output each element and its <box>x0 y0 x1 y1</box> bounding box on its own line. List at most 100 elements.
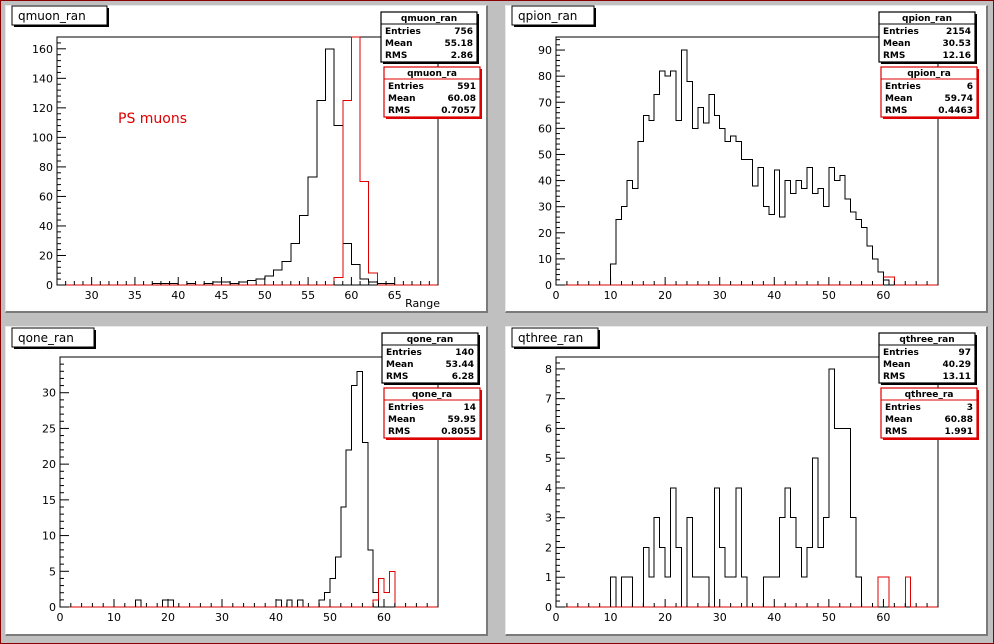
stats-label: Mean <box>386 360 414 370</box>
stats-label: Entries <box>883 348 919 358</box>
stats-frame <box>383 66 481 118</box>
histogram-title: qmuon_ran <box>18 9 86 23</box>
stats-label: RMS <box>386 372 408 382</box>
plot-frame <box>59 356 439 608</box>
stats-label: Mean <box>883 39 911 49</box>
y-tick-label: 8 <box>545 363 552 376</box>
stats-frame <box>381 332 479 384</box>
histogram-title-box <box>511 5 595 26</box>
stats-name: qpion_ra <box>907 69 951 79</box>
x-tick-label: 20 <box>161 611 175 624</box>
stats-value: 591 <box>457 82 476 92</box>
stats-value: 12.16 <box>943 51 971 61</box>
histogram-title-box <box>11 327 95 348</box>
stats-box-qthree_ra: qthree_ra Entries 3 Mean 60.88 RMS 1.991 <box>880 387 979 440</box>
stats-value: 60.08 <box>448 94 476 104</box>
y-tick-label: 100 <box>32 131 53 144</box>
stats-name: qthree_ra <box>905 390 954 400</box>
stats-frame <box>878 332 976 384</box>
y-tick-label: 80 <box>39 161 53 174</box>
stats-label: Entries <box>885 82 921 92</box>
x-tick-label: 0 <box>57 611 64 624</box>
stats-value: 53.44 <box>446 360 474 370</box>
y-tick-label: 50 <box>538 148 552 161</box>
x-tick-label: 60 <box>876 611 890 624</box>
stats-label: Mean <box>388 415 416 425</box>
stats-value: 6.28 <box>452 372 474 382</box>
stats-value: 6 <box>967 82 973 92</box>
series-qthree_ran <box>556 368 938 608</box>
histogram-title-box <box>11 5 108 26</box>
stats-label: Entries <box>388 82 424 92</box>
stats-value: 55.18 <box>445 39 473 49</box>
stats-value: 3 <box>967 403 973 413</box>
y-tick-label: 160 <box>32 43 53 56</box>
stats-label: RMS <box>385 51 407 61</box>
stats-name: qone_ra <box>412 390 452 400</box>
x-tick-label: 60 <box>377 611 391 624</box>
y-tick-label: 5 <box>49 565 56 578</box>
histogram-title-box <box>511 327 599 348</box>
stats-label: Mean <box>885 94 913 104</box>
x-tick-label: 50 <box>323 611 337 624</box>
stats-value: 14 <box>463 403 476 413</box>
x-tick-label: 40 <box>767 611 781 624</box>
y-tick-label: 0 <box>46 279 53 292</box>
histogram-title: qthree_ran <box>518 331 583 345</box>
stats-label: Entries <box>385 27 421 37</box>
stats-value: 30.53 <box>943 39 971 49</box>
x-tick-label: 60 <box>344 289 358 302</box>
y-tick-label: 0 <box>545 601 552 614</box>
stats-value: 59.95 <box>448 415 476 425</box>
y-tick-label: 6 <box>545 422 552 435</box>
stats-name: qmuon_ra <box>407 69 457 79</box>
histogram-pad-1: 0 10 20 30 40 50 60 0 10 20 30 40 50 60 70 80 90 qpion_ra… <box>511 5 979 302</box>
stats-value: 1.991 <box>945 427 973 437</box>
y-tick-label: 25 <box>42 422 56 435</box>
y-tick-label: 0 <box>545 279 552 292</box>
x-tick-label: 20 <box>658 611 672 624</box>
stats-label: RMS <box>883 372 905 382</box>
y-tick-label: 10 <box>42 530 56 543</box>
histogram-title: qone_ran <box>18 331 74 345</box>
x-tick-label: 45 <box>215 289 229 302</box>
stats-frame <box>880 66 978 118</box>
stats-label: RMS <box>883 51 905 61</box>
stats-value: 40.29 <box>943 360 971 370</box>
y-tick-label: 3 <box>545 512 552 525</box>
x-axis-label: Range <box>405 297 440 310</box>
series-qthree_ra <box>556 576 938 608</box>
stats-value: 59.74 <box>945 94 973 104</box>
y-tick-label: 80 <box>538 70 552 83</box>
stats-value: 2.86 <box>451 51 473 61</box>
x-tick-label: 35 <box>128 289 142 302</box>
stats-value: 97 <box>958 348 971 358</box>
x-tick-label: 40 <box>269 611 283 624</box>
stats-label: Entries <box>388 403 424 413</box>
stats-name: qpion_ran <box>902 14 952 24</box>
y-tick-label: 2 <box>545 541 552 554</box>
histogram-pad-0: 30 35 40 45 50 55 60 65 0 20 40 60 80 100 120 140 160 Ran… <box>11 5 482 310</box>
stats-box-qthree_ran: qthree_ran Entries 97 Mean 40.29 RMS 13.11 <box>878 332 977 385</box>
x-tick-label: 30 <box>713 289 727 302</box>
stats-box-qpion_ra: qpion_ra Entries 6 Mean 59.74 RMS 0.4463 <box>880 66 979 119</box>
x-tick-label: 30 <box>215 611 229 624</box>
stats-box-qpion_ran: qpion_ran Entries 2154 Mean 30.53 RMS 12.16 <box>878 11 977 64</box>
stats-value: 0.4463 <box>938 106 973 116</box>
x-tick-label: 30 <box>85 289 99 302</box>
y-tick-label: 40 <box>39 220 53 233</box>
stats-frame <box>878 11 976 63</box>
y-tick-label: 10 <box>538 253 552 266</box>
y-tick-label: 60 <box>538 122 552 135</box>
y-tick-label: 20 <box>42 458 56 471</box>
x-tick-label: 0 <box>553 611 560 624</box>
y-tick-label: 40 <box>538 175 552 188</box>
stats-label: Mean <box>885 415 913 425</box>
stats-box-qone_ra: qone_ra Entries 14 Mean 59.95 RMS 0.8055 <box>383 387 482 440</box>
x-tick-label: 50 <box>258 289 272 302</box>
plot-frame <box>56 36 439 286</box>
x-tick-label: 20 <box>658 289 672 302</box>
y-tick-label: 60 <box>39 190 53 203</box>
